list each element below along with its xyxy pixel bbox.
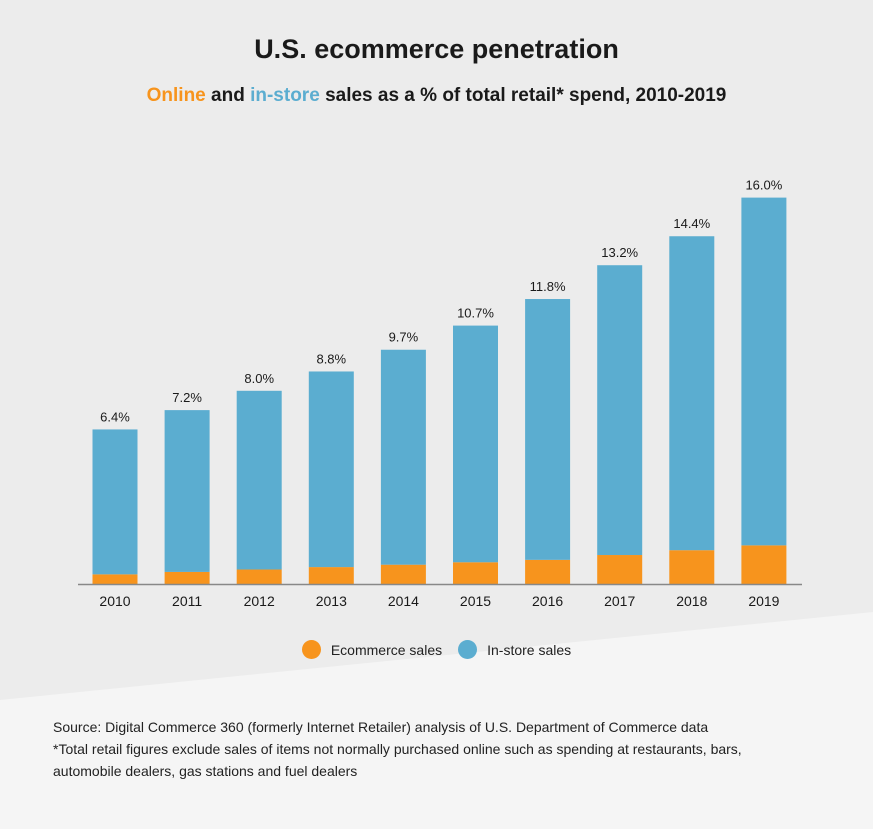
bar-instore-2018 (669, 236, 715, 551)
data-label-2015: 10.7% (457, 306, 494, 321)
bar-instore-2015 (453, 325, 498, 563)
legend-swatch-ecommerce (301, 640, 321, 659)
x-tick-label-2011: 2011 (172, 593, 202, 609)
bar-instore-2017 (597, 265, 643, 556)
data-label-2019: 16.0% (745, 178, 782, 193)
bar-instore-2013 (308, 371, 354, 568)
bar-ecommerce-2016 (525, 559, 571, 584)
bar-ecommerce-2015 (453, 562, 498, 584)
bar-instore-2010 (92, 429, 138, 575)
bar-ecommerce-2017 (597, 555, 643, 584)
bar-instore-2016 (525, 299, 571, 560)
x-tick-label-2012: 2012 (244, 593, 275, 609)
x-tick-label-2014: 2014 (388, 593, 419, 609)
data-label-2018: 14.4% (673, 216, 710, 231)
chart-legend: Ecommerce sales In-store sales (0, 640, 873, 659)
x-tick-label-2016: 2016 (532, 593, 563, 609)
x-tick-label-2019: 2019 (748, 593, 779, 609)
subtitle-and: and (211, 85, 245, 106)
data-label-2010: 6.4% (100, 409, 130, 424)
footnote-line-2: automobile dealers, gas stations and fue… (53, 763, 358, 779)
chart-notes: Source: Digital Commerce 360 (formerly I… (53, 716, 843, 782)
bar-ecommerce-2018 (669, 550, 715, 584)
footer-background (0, 612, 873, 829)
bar-ecommerce-2019 (741, 545, 787, 584)
legend-label-ecommerce: Ecommerce sales (330, 641, 443, 658)
legend-item-ecommerce: Ecommerce sales (301, 640, 443, 659)
legend-swatch-instore (458, 640, 478, 659)
bar-instore-2012 (236, 390, 282, 570)
data-label-2013: 8.8% (316, 351, 346, 366)
data-label-2016: 11.8% (530, 279, 566, 294)
subtitle-online: Online (146, 85, 206, 106)
bar-ecommerce-2012 (236, 569, 282, 584)
bar-instore-2011 (164, 410, 210, 572)
x-tick-label-2018: 2018 (676, 593, 707, 609)
data-label-2014: 9.7% (389, 330, 419, 345)
data-label-2011: 7.2% (172, 390, 202, 405)
bar-ecommerce-2014 (380, 564, 426, 584)
bar-instore-2014 (380, 349, 426, 565)
x-tick-label-2010: 2010 (99, 593, 130, 609)
chart-title: U.S. ecommerce penetration (254, 34, 619, 64)
x-tick-label-2017: 2017 (604, 593, 635, 609)
bar-ecommerce-2011 (164, 571, 210, 584)
legend-label-instore: In-store sales (487, 641, 572, 658)
bar-instore-2019 (741, 197, 787, 546)
data-label-2012: 8.0% (244, 371, 274, 386)
source-note: Source: Digital Commerce 360 (formerly I… (53, 719, 709, 735)
chart-subtitle: Online and in-store sales as a % of tota… (0, 85, 873, 107)
bar-chart: 6.4% 2010 7.2% 2011 8.0% 2012 8.8% 2013 9.7% 2014… (78, 178, 802, 609)
subtitle-instore: in-store (250, 85, 320, 106)
x-tick-label-2013: 2013 (316, 593, 347, 609)
subtitle-rest: sales as a % of total retail* spend, 201… (325, 85, 727, 106)
bar-ecommerce-2013 (308, 567, 354, 584)
legend-item-instore: In-store sales (458, 640, 571, 659)
x-tick-label-2015: 2015 (460, 593, 491, 609)
footnote-line-1: *Total retail figures exclude sales of i… (53, 741, 742, 757)
data-label-2017: 13.2% (601, 245, 638, 260)
bar-ecommerce-2010 (92, 574, 138, 584)
